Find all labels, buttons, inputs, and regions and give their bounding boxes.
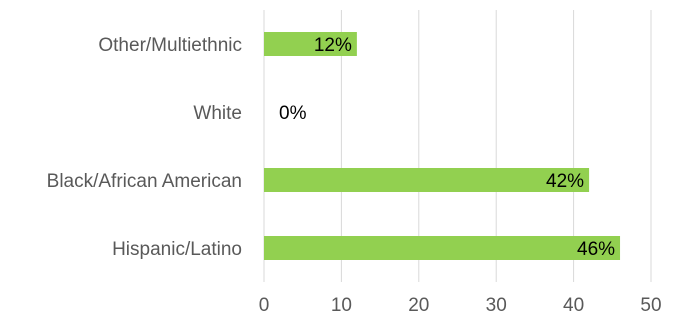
bar-other-multiethnic bbox=[264, 32, 357, 56]
data-labels: 12% 0% 42% 46% bbox=[279, 35, 615, 260]
data-label-white: 0% bbox=[279, 103, 307, 124]
category-label-black-african-american: Black/African American bbox=[47, 171, 242, 192]
category-label-white: White bbox=[193, 103, 242, 124]
category-label-other-multiethnic: Other/Multiethnic bbox=[98, 35, 242, 56]
data-label-hispanic-latino: 46% bbox=[577, 239, 615, 260]
x-tick-label-10: 10 bbox=[331, 295, 352, 316]
x-tick-label-30: 30 bbox=[486, 295, 507, 316]
data-label-black-african-american: 42% bbox=[546, 171, 584, 192]
bar-black-african-american bbox=[264, 168, 590, 192]
x-tick-label-50: 50 bbox=[640, 295, 661, 316]
data-label-other-multiethnic: 12% bbox=[314, 35, 352, 56]
category-label-hispanic-latino: Hispanic/Latino bbox=[112, 239, 242, 260]
x-axis-tick-labels: 0 10 20 30 40 50 bbox=[259, 295, 662, 316]
bars bbox=[264, 32, 621, 260]
x-tick-label-0: 0 bbox=[259, 295, 270, 316]
bar-hispanic-latino bbox=[264, 236, 621, 260]
x-tick-label-40: 40 bbox=[563, 295, 584, 316]
category-labels: Other/Multiethnic White Black/African Amer… bbox=[47, 35, 242, 260]
x-tick-label-20: 20 bbox=[408, 295, 429, 316]
